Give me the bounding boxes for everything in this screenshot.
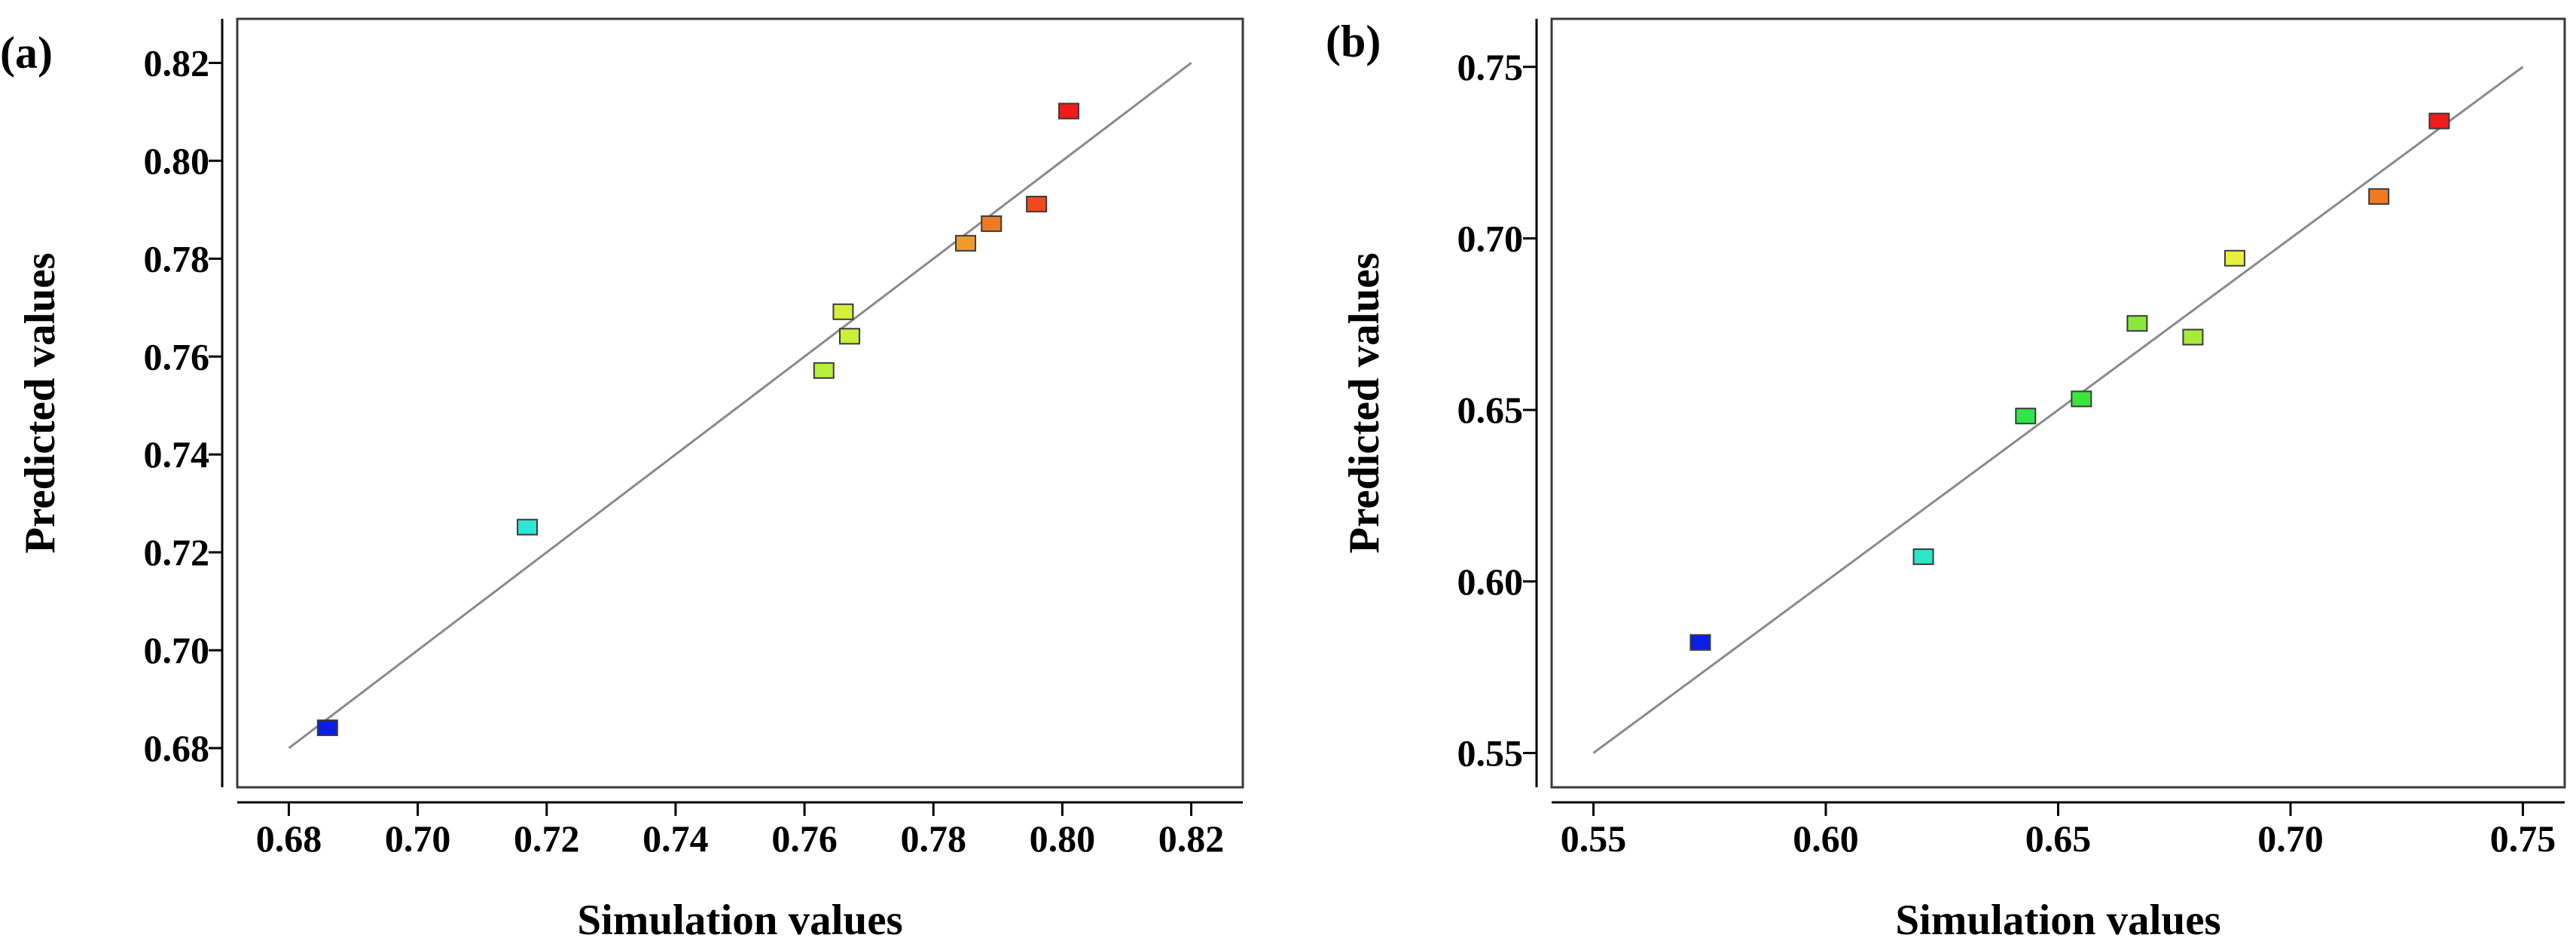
reference-line (1592, 66, 2524, 754)
reference-line (288, 62, 1192, 750)
data-point (813, 362, 835, 379)
x-tick-label: 0.76 (771, 817, 838, 860)
x-tick-label: 0.68 (256, 817, 322, 860)
data-point (832, 303, 854, 320)
x-tick-label: 0.55 (1561, 817, 1627, 860)
panel-b-chart: 0.55 0.60 0.65 0.70 0.75 0.55 0.60 0.65 0.70 0.75… (1326, 17, 2566, 944)
x-tick-label: 0.70 (385, 817, 451, 860)
data-point (2368, 188, 2390, 205)
data-point (1912, 548, 1934, 565)
panel-a-chart: 0.68 0.70 0.72 0.74 0.76 0.78 0.80 0.82 0.68 0.70… (0, 17, 1244, 944)
data-point (955, 234, 977, 252)
data-point (1026, 195, 1048, 212)
y-tick-label: 0.55 (1457, 732, 1524, 774)
panel-label: (a) (0, 28, 53, 78)
x-axis-title: Simulation values (1895, 897, 2220, 944)
x-axis-title: Simulation values (577, 897, 902, 944)
data-point (2428, 112, 2450, 130)
y-tick-label: 0.75 (1457, 46, 1524, 88)
y-axis-title: Predicted values (1341, 252, 1388, 553)
x-tick-label: 0.74 (642, 817, 709, 860)
y-tick-label: 0.78 (144, 237, 210, 280)
y-tick-label: 0.76 (144, 335, 210, 377)
y-tick-label: 0.68 (144, 727, 210, 769)
data-point (2182, 328, 2204, 346)
data-point (1689, 634, 1711, 651)
y-tick-label: 0.80 (144, 139, 210, 182)
y-tick-label: 0.82 (144, 41, 210, 84)
x-tick-label: 0.72 (514, 817, 580, 860)
data-point (1058, 102, 1079, 120)
y-tick-label: 0.74 (144, 433, 210, 475)
y-tick-label: 0.65 (1457, 389, 1524, 431)
data-point (838, 328, 860, 345)
y-tick-label: 0.60 (1457, 561, 1524, 603)
x-tick-label: 0.70 (2257, 817, 2324, 860)
y-tick-label: 0.72 (144, 531, 210, 573)
data-point (316, 719, 338, 737)
x-tick-label: 0.80 (1030, 817, 1096, 860)
data-point (981, 215, 1003, 232)
panel-label: (b) (1326, 17, 1381, 66)
data-point (2126, 315, 2148, 332)
x-tick-label: 0.78 (900, 817, 966, 860)
data-point (2071, 390, 2092, 408)
data-point (2015, 408, 2037, 425)
y-tick-label: 0.70 (144, 629, 210, 671)
y-axis-title: Predicted values (17, 252, 64, 553)
x-tick-label: 0.60 (1793, 817, 1859, 860)
y-tick-label: 0.70 (1457, 217, 1524, 259)
x-tick-label: 0.82 (1158, 817, 1225, 860)
data-point (517, 518, 539, 536)
data-point (2223, 249, 2245, 267)
x-tick-label: 0.65 (2025, 817, 2092, 860)
x-tick-label: 0.75 (2490, 817, 2556, 860)
